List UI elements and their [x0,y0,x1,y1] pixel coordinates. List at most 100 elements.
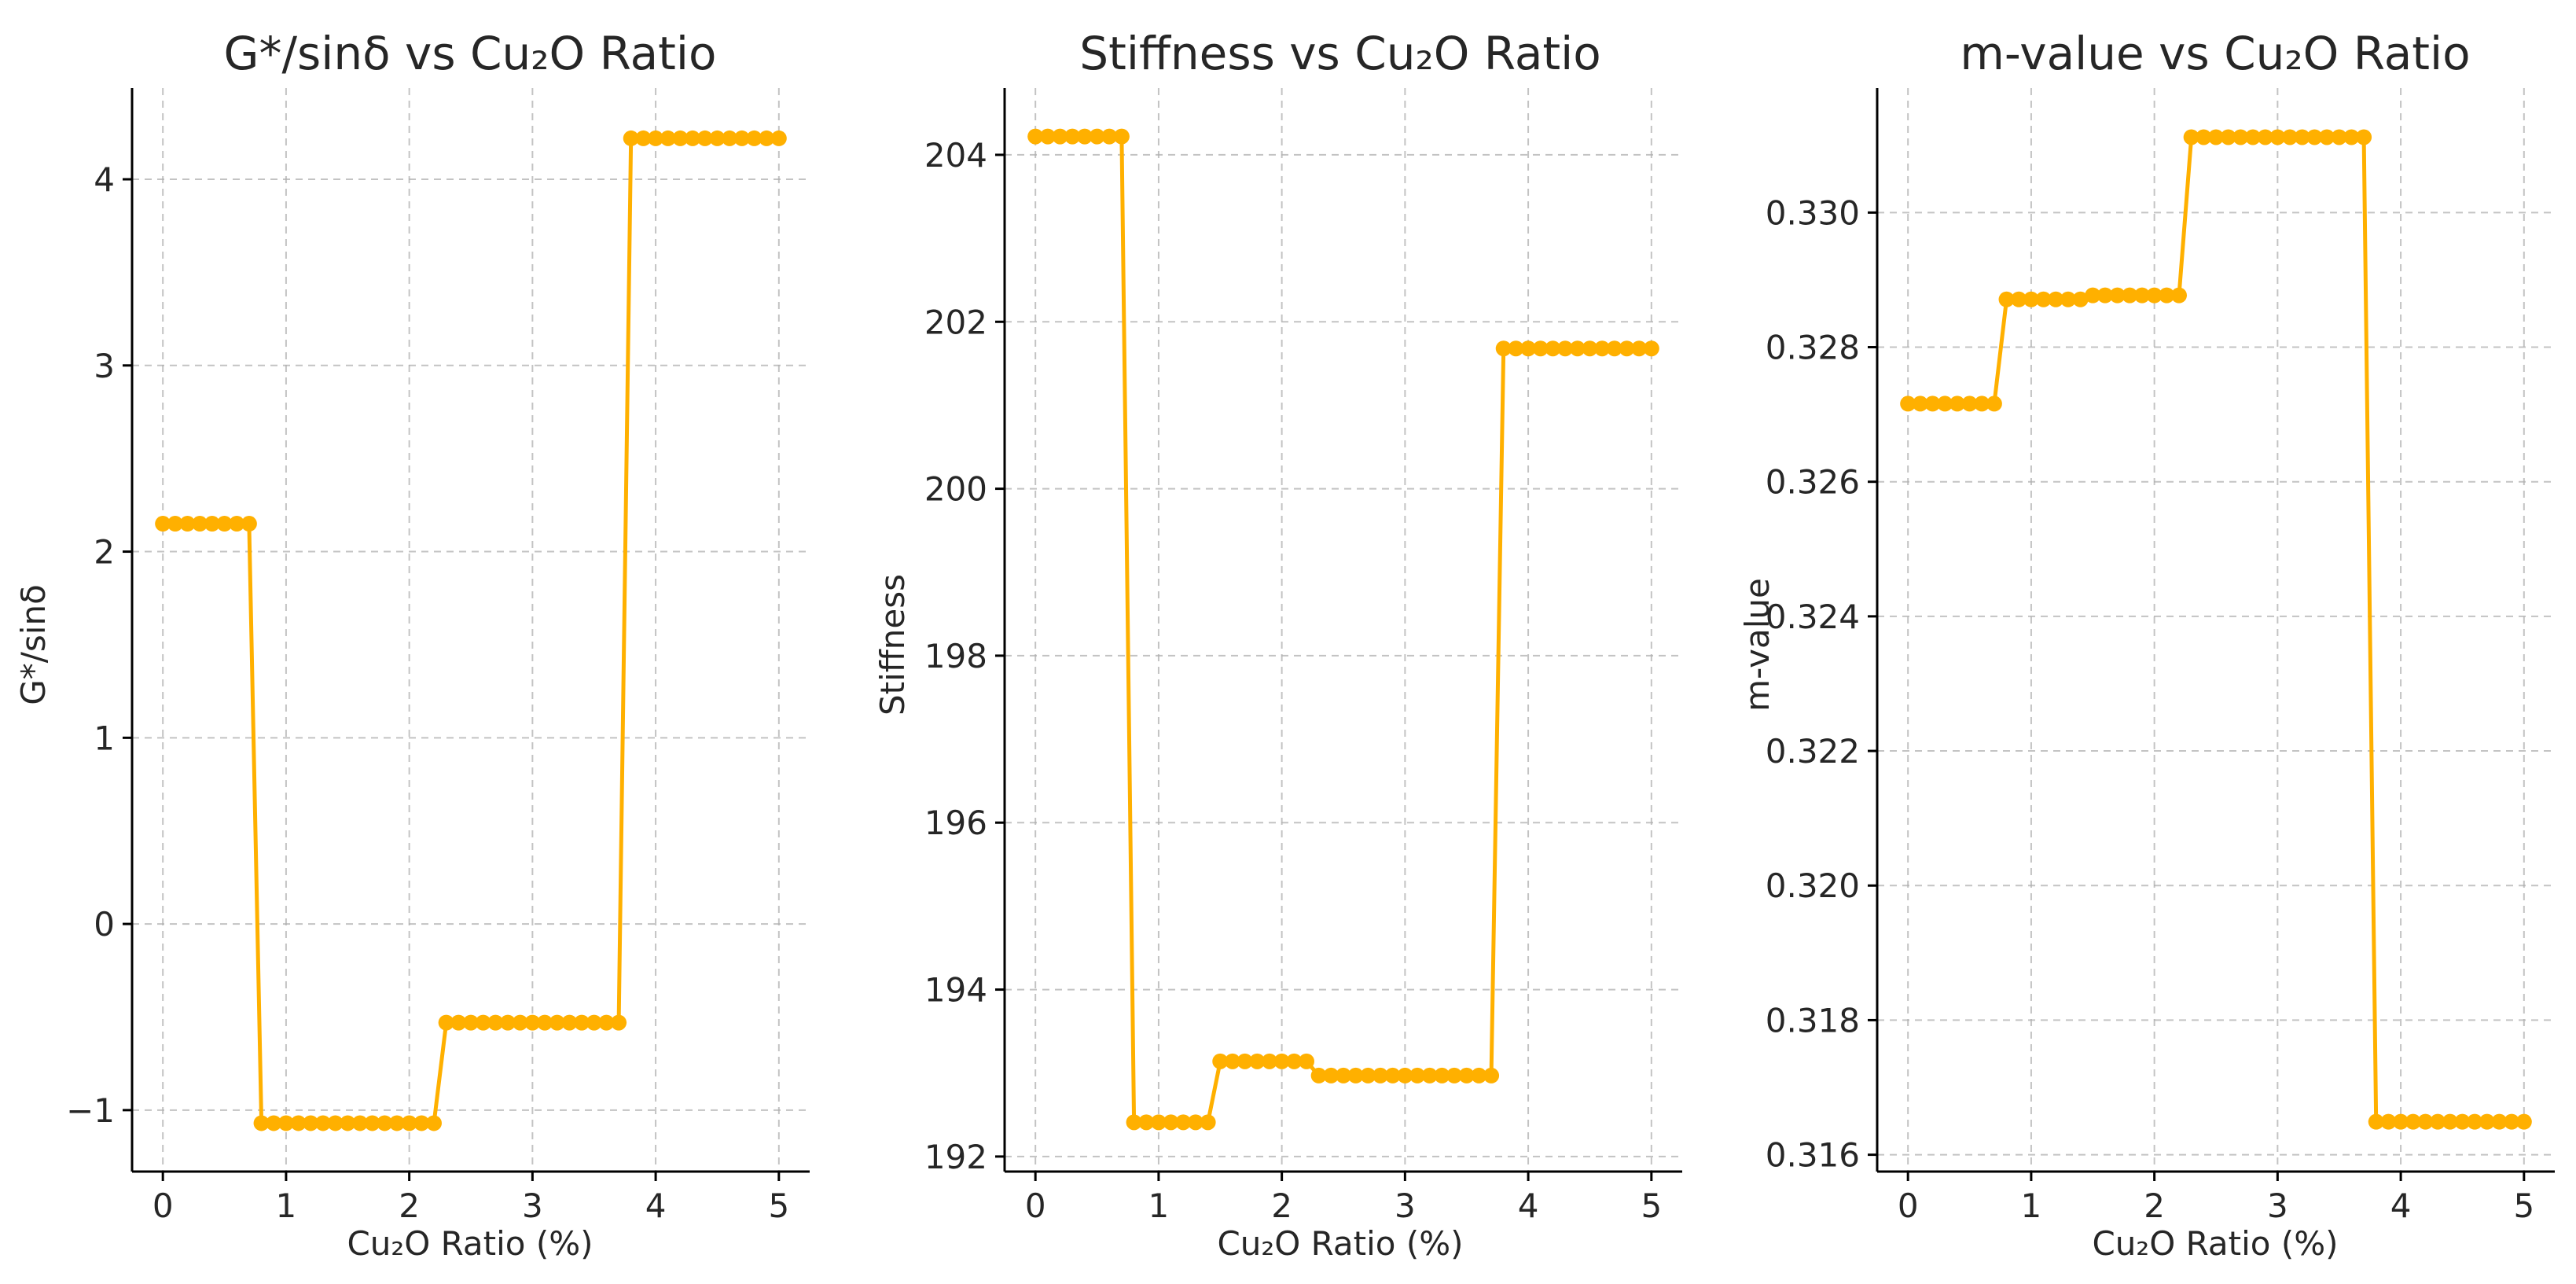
y-tick-label: 204 [924,136,987,175]
data-point [1126,1114,1142,1131]
x-tick-label: 2 [1271,1187,1292,1225]
data-point [1200,1114,1216,1131]
grid [132,88,810,1172]
data-point [1076,128,1093,145]
data-point [770,130,787,146]
data-point [253,1115,270,1131]
data-point [1138,1114,1155,1131]
data-point [598,1014,615,1031]
data-point [1582,340,1598,357]
data-point [327,1115,344,1131]
data-point [425,1115,442,1131]
data-point [450,1014,467,1031]
data-point [192,516,208,532]
y-tick-label: 192 [924,1138,987,1176]
data-point [746,130,763,146]
x-tick-label: 4 [2390,1187,2412,1225]
data-point [1163,1114,1179,1131]
data-point [1397,1067,1413,1083]
x-tick-label: 0 [1025,1187,1046,1225]
x-tick-label: 5 [2513,1187,2534,1225]
data-point [2479,1113,2495,1130]
y-tick-label: 0.322 [1766,732,1860,771]
data-point [2170,287,2187,304]
data-point [2133,287,2150,304]
data-point [2085,287,2101,304]
data-point [2343,129,2360,145]
data-point [1286,1053,1303,1069]
data-point [2368,1113,2384,1130]
data-point [512,1014,528,1031]
data-point [561,1014,578,1031]
data-point [2515,1113,2532,1130]
series-line [1035,134,1652,1124]
data-point [2220,129,2236,145]
x-tick-label: 1 [276,1187,297,1225]
data-point [537,1014,553,1031]
data-point [2183,129,2199,145]
data-point [2331,129,2347,145]
data-point [2430,1113,2446,1130]
chart-title: Stiffness vs Cu₂O Ratio [1079,27,1600,80]
x-axis-label: Cu₂O Ratio (%) [1217,1224,1463,1263]
chart-panel-m-value: m-value vs Cu₂O Ratio Cu₂O Ratio (%) m-v… [1738,27,2555,1263]
data-point [2011,291,2027,307]
data-point [1249,1053,1266,1069]
data-point [2454,1113,2471,1130]
series-line [1908,135,2524,1124]
data-point [611,1014,627,1031]
data-point [1273,1053,1290,1069]
data-point [672,130,689,146]
data-point [1557,340,1574,357]
data-point [2208,129,2224,145]
series-markers [1900,129,2532,1130]
data-point [1089,128,1105,145]
data-point [340,1115,356,1131]
data-point [2048,291,2064,307]
y-tick-label: 194 [924,971,987,1010]
data-point [1224,1053,1240,1069]
data-point [2405,1113,2421,1130]
data-point [167,516,183,532]
data-point [179,516,196,532]
data-point [1495,340,1512,357]
x-tick-label: 1 [1148,1187,1170,1225]
data-point [277,1115,294,1131]
data-point [1298,1053,1314,1069]
data-point [1434,1067,1450,1083]
data-point [1101,128,1118,145]
y-tick-label: 0.316 [1766,1136,1860,1175]
data-point [1937,396,1953,412]
y-tick-label: 198 [924,637,987,675]
data-point [1986,396,2002,412]
data-point [1619,340,1635,357]
grid [1877,88,2555,1172]
data-point [1261,1053,1277,1069]
plot-area: 0 1 2 3 4 5 192 194 196 198 200 202 204 [924,88,1682,1225]
x-tick-label: 3 [2267,1187,2288,1225]
data-point [438,1014,454,1031]
x-tick-label: 1 [2021,1187,2042,1225]
y-tick-label: 0.330 [1766,193,1860,232]
plot-area: 0 1 2 3 4 5 0.316 0.318 0.320 0.322 0.324 0.326 0.32… [1766,88,2555,1225]
data-point [2294,129,2310,145]
data-point [1900,396,1916,412]
data-point [2269,129,2286,145]
y-tick-label: 1 [94,719,115,757]
data-point [1175,1114,1192,1131]
x-tick-label: 5 [1641,1187,1662,1225]
y-tick-label: 0.328 [1766,329,1860,367]
data-point [696,130,713,146]
y-tick-label: 0.320 [1766,866,1860,905]
data-point [1039,128,1056,145]
data-point [2232,129,2249,145]
y-tick-label: 0.326 [1766,463,1860,502]
y-tick-label: 2 [94,533,115,572]
series-markers [1027,128,1659,1131]
data-point [229,516,245,532]
data-point [1323,1067,1339,1083]
data-point [722,130,738,146]
data-point [2196,129,2212,145]
data-point [2060,291,2076,307]
data-point [290,1115,307,1131]
